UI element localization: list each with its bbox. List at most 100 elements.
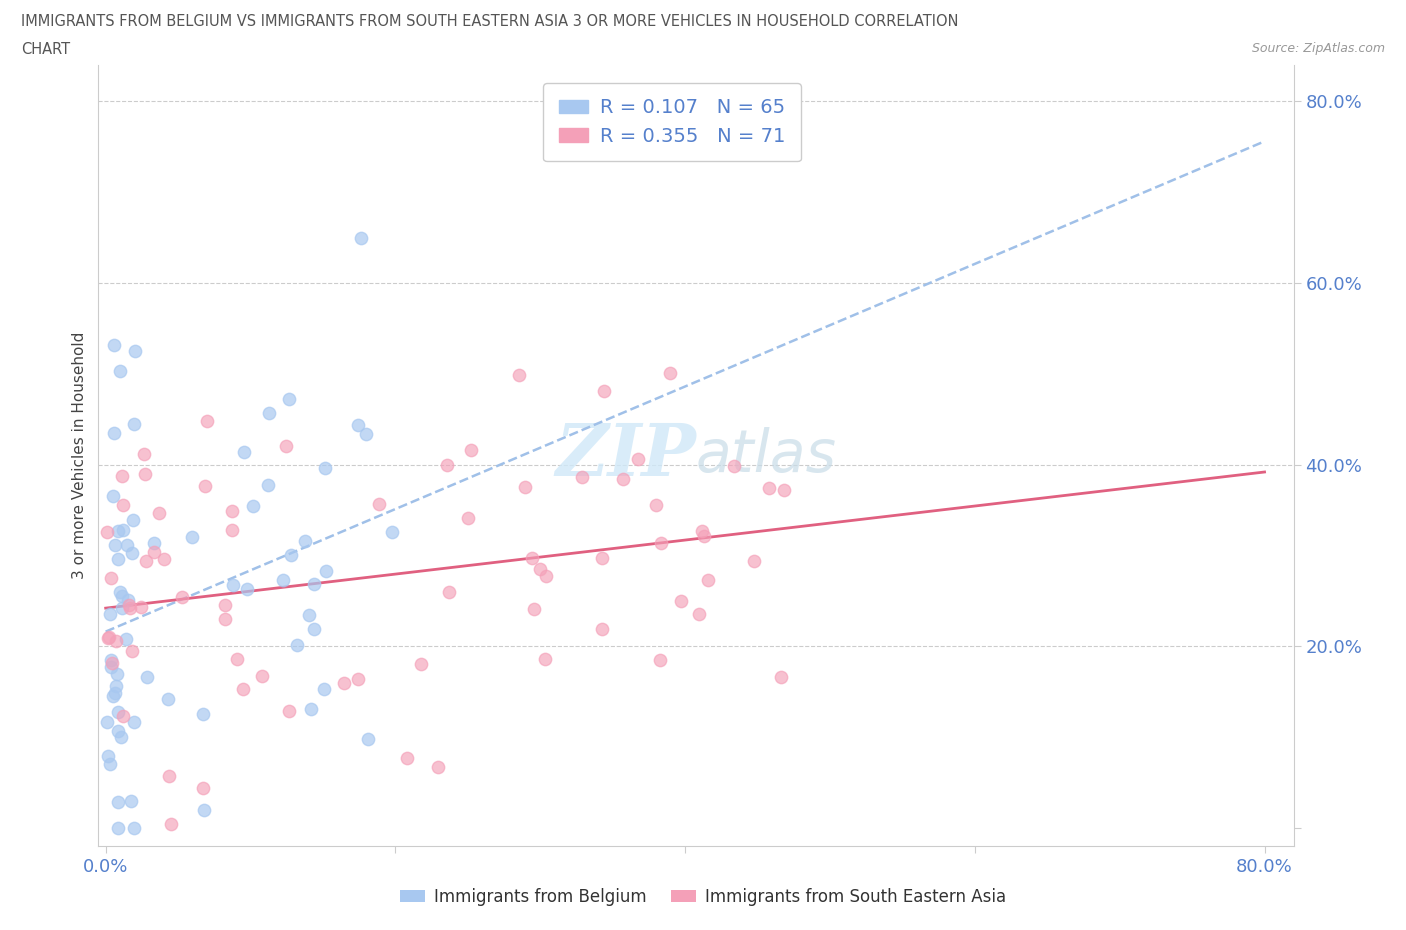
Point [110, 729, 132, 744]
Point [242, 498, 264, 513]
Point [103, 689, 125, 704]
Point [276, 439, 298, 454]
Point [105, 679, 128, 694]
Point [107, 705, 129, 720]
Point [346, 418, 368, 432]
Point [593, 384, 616, 399]
Point [118, 598, 141, 613]
Point [100, 570, 122, 585]
Point [314, 460, 336, 475]
Point [135, 670, 157, 684]
Point [627, 451, 650, 466]
Point [312, 682, 335, 697]
Legend: Immigrants from Belgium, Immigrants from South Eastern Asia: Immigrants from Belgium, Immigrants from… [394, 881, 1012, 912]
Point [409, 657, 432, 671]
Point [350, 231, 373, 246]
Point [367, 497, 389, 512]
Point [193, 707, 215, 722]
Point [250, 669, 273, 684]
Point [460, 443, 482, 458]
Point [772, 483, 794, 498]
Point [236, 581, 259, 596]
Point [134, 466, 156, 481]
Point [112, 709, 135, 724]
Point [104, 685, 127, 700]
Point [221, 523, 243, 538]
Point [143, 544, 166, 559]
Point [101, 655, 124, 670]
Point [107, 525, 129, 539]
Point [612, 472, 634, 486]
Point [107, 723, 129, 737]
Point [111, 601, 134, 616]
Point [104, 633, 127, 648]
Point [117, 592, 139, 607]
Point [645, 498, 668, 512]
Point [232, 682, 254, 697]
Point [427, 760, 450, 775]
Text: Source: ZipAtlas.com: Source: ZipAtlas.com [1251, 42, 1385, 55]
Point [96, 525, 118, 539]
Point [690, 524, 713, 538]
Point [457, 511, 479, 525]
Point [110, 585, 132, 600]
Point [96, 715, 118, 730]
Point [233, 445, 256, 459]
Point [194, 478, 217, 493]
Point [122, 417, 145, 432]
Point [513, 480, 536, 495]
Point [315, 564, 337, 578]
Point [534, 652, 557, 667]
Point [302, 622, 325, 637]
Point [271, 573, 294, 588]
Point [723, 458, 745, 473]
Point [101, 489, 124, 504]
Point [157, 692, 180, 707]
Point [107, 551, 129, 566]
Point [214, 598, 236, 613]
Point [100, 659, 122, 674]
Point [122, 512, 145, 527]
Text: ZIP: ZIP [555, 420, 696, 491]
Point [124, 343, 146, 358]
Point [280, 548, 302, 563]
Point [357, 732, 380, 747]
Point [396, 751, 419, 765]
Point [688, 606, 710, 621]
Point [103, 426, 125, 441]
Point [508, 368, 530, 383]
Point [298, 608, 321, 623]
Point [285, 638, 308, 653]
Point [111, 469, 134, 484]
Legend: R = 0.107   N = 65, R = 0.355   N = 71: R = 0.107 N = 65, R = 0.355 N = 71 [543, 83, 801, 162]
Point [221, 578, 243, 592]
Point [278, 392, 301, 406]
Point [108, 364, 131, 379]
Point [697, 572, 720, 587]
Point [356, 427, 378, 442]
Point [111, 498, 134, 512]
Point [121, 644, 143, 658]
Point [180, 529, 202, 544]
Point [112, 522, 135, 537]
Point [294, 534, 316, 549]
Point [650, 536, 672, 551]
Point [221, 503, 243, 518]
Text: IMMIGRANTS FROM BELGIUM VS IMMIGRANTS FROM SOUTH EASTERN ASIA 3 OR MORE VEHICLES: IMMIGRANTS FROM BELGIUM VS IMMIGRANTS FR… [21, 14, 959, 29]
Point [534, 569, 557, 584]
Text: CHART: CHART [21, 42, 70, 57]
Point [107, 820, 129, 835]
Point [193, 803, 215, 817]
Point [135, 553, 157, 568]
Point [131, 600, 153, 615]
Point [333, 675, 356, 690]
Point [98, 757, 121, 772]
Point [111, 589, 134, 604]
Point [346, 672, 368, 687]
Point [225, 652, 247, 667]
Point [143, 536, 166, 551]
Point [120, 793, 142, 808]
Point [195, 414, 218, 429]
Point [132, 446, 155, 461]
Text: atlas: atlas [696, 427, 837, 485]
